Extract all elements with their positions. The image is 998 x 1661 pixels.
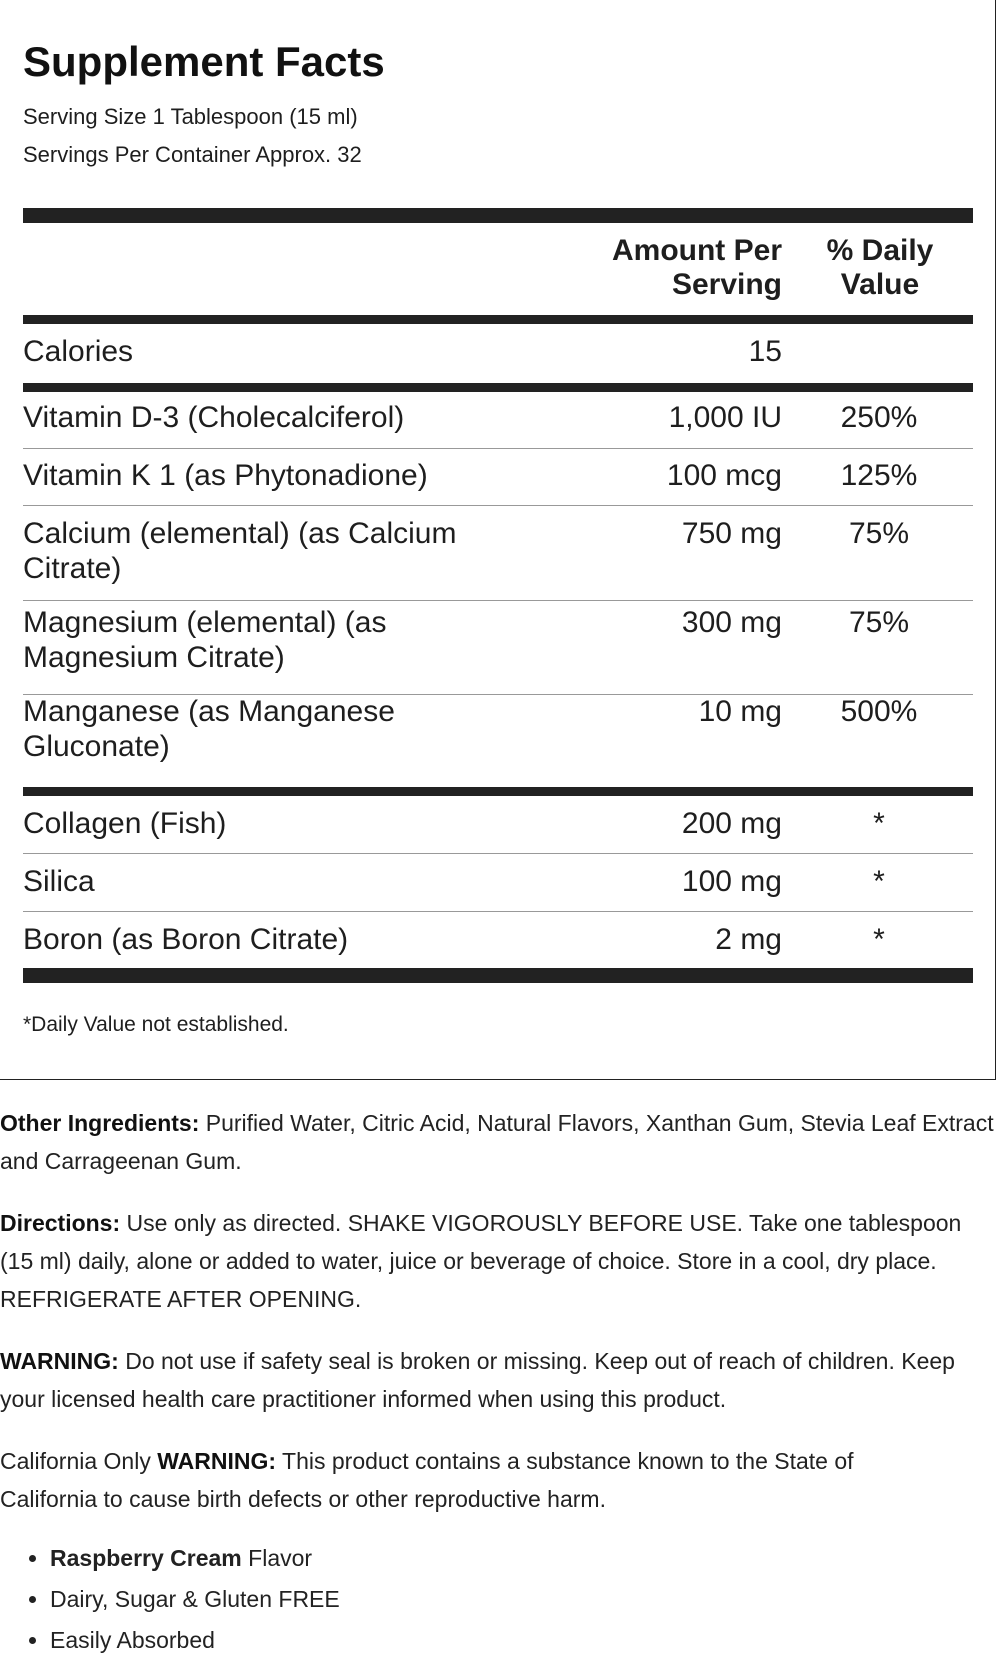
serving-size: Serving Size 1 Tablespoon (15 ml) <box>23 104 358 129</box>
other-ingredients: Other Ingredients: Purified Water, Citri… <box>0 1104 998 1180</box>
dv-header-line2: Value <box>840 268 920 301</box>
nutrient-name: Collagen (Fish) <box>23 806 226 841</box>
directions-text: Use only as directed. SHAKE VIGOROUSLY B… <box>0 1210 962 1312</box>
nutrient-name: Calcium (elemental) (as Calcium Citrate) <box>23 516 456 586</box>
divider <box>23 448 973 449</box>
nutrient-name: Vitamin K 1 (as Phytonadione) <box>23 458 428 493</box>
california-text: This product contains a substance known … <box>0 1448 854 1512</box>
divider <box>23 315 973 324</box>
amount-header-line2: Serving <box>671 268 782 301</box>
nutrient-name: Silica <box>23 864 95 899</box>
other-ingredients-text: Purified Water, Citric Acid, Natural Fla… <box>0 1110 994 1174</box>
nutrient-name-line1: Collagen (Fish) <box>23 807 227 840</box>
nutrient-name-line1: Vitamin D-3 (Cholecalciferol) <box>23 401 405 434</box>
directions: Directions: Use only as directed. SHAKE … <box>0 1204 998 1318</box>
amount-header-line1: Amount Per <box>611 234 782 267</box>
nutrient-name: Vitamin D-3 (Cholecalciferol) <box>23 400 404 435</box>
amount-header: Amount Per Serving <box>612 234 782 302</box>
footnote: *Daily Value not established. <box>23 1013 289 1036</box>
calories-amount: 15 <box>748 335 782 368</box>
california-label: WARNING: <box>157 1448 277 1474</box>
nutrient-daily-value: 75% <box>848 517 910 550</box>
nutrient-name: Manganese (as Manganese Gluconate) <box>23 694 395 764</box>
dv-header-line1: % Daily <box>826 234 934 267</box>
nutrient-name-line1: Boron (as Boron Citrate) <box>23 923 349 956</box>
nutrient-daily-value: 500% <box>840 695 918 728</box>
bullet-text: Flavor <box>241 1545 313 1571</box>
nutrient-name-line2: Magnesium Citrate) <box>23 641 285 674</box>
nutrient-amount: 300 mg <box>681 606 782 639</box>
list-item: Raspberry Cream Flavor <box>50 1538 340 1579</box>
dv-header: % Daily Value <box>812 234 948 302</box>
nutrient-name-line2: Citrate) <box>23 552 122 585</box>
nutrient-name-line1: Calcium (elemental) (as Calcium <box>23 517 457 550</box>
nutrient-name: Boron (as Boron Citrate) <box>23 922 348 957</box>
nutrient-amount: 100 mcg <box>666 459 782 492</box>
nutrient-name-line2: Gluconate) <box>23 730 170 763</box>
nutrient-daily-value: 75% <box>848 606 910 639</box>
supplement-facts-panel <box>0 0 996 1080</box>
warning: WARNING: Do not use if safety seal is br… <box>0 1342 998 1418</box>
panel-title: Supplement Facts <box>23 38 385 85</box>
divider <box>23 968 973 983</box>
nutrient-amount: 10 mg <box>698 695 782 728</box>
divider <box>23 787 973 796</box>
nutrient-amount: 2 mg <box>715 923 782 956</box>
directions-label: Directions: <box>0 1210 121 1236</box>
nutrient-name-line1: Vitamin K 1 (as Phytonadione) <box>23 459 428 492</box>
nutrient-amount: 100 mg <box>681 865 782 898</box>
divider <box>23 694 973 695</box>
nutrient-daily-value: * <box>873 865 885 898</box>
nutrient-amount: 750 mg <box>681 517 782 550</box>
divider <box>23 911 973 912</box>
california-warning: California Only WARNING: This product co… <box>0 1442 900 1518</box>
list-item: Easily Absorbed <box>50 1620 340 1661</box>
servings-per-container: Servings Per Container Approx. 32 <box>23 142 362 167</box>
nutrient-daily-value: 250% <box>840 401 918 434</box>
divider <box>23 505 973 506</box>
bullet-text: Dairy, Sugar & Gluten FREE <box>50 1586 340 1612</box>
warning-text: Do not use if safety seal is broken or m… <box>0 1348 955 1412</box>
nutrient-daily-value: 125% <box>840 459 918 492</box>
calories-label: Calories <box>23 335 134 368</box>
feature-list: Raspberry Cream Flavor Dairy, Sugar & Gl… <box>0 1538 340 1661</box>
list-item: Dairy, Sugar & Gluten FREE <box>50 1579 340 1620</box>
divider <box>23 853 973 854</box>
nutrient-name-line1: Magnesium (elemental) (as <box>23 606 387 639</box>
divider <box>23 383 973 392</box>
nutrient-amount: 200 mg <box>681 807 782 840</box>
divider <box>23 600 973 601</box>
other-ingredients-label: Other Ingredients: <box>0 1110 200 1136</box>
bullet-text: Easily Absorbed <box>50 1627 215 1653</box>
nutrient-daily-value: * <box>873 923 885 956</box>
nutrient-daily-value: * <box>873 807 885 840</box>
california-prefix: California Only <box>0 1448 158 1474</box>
nutrient-name: Magnesium (elemental) (as Magnesium Citra… <box>23 605 386 675</box>
bullet-bold: Raspberry Cream <box>50 1545 242 1571</box>
warning-label: WARNING: <box>0 1348 119 1374</box>
nutrient-name-line1: Manganese (as Manganese <box>23 695 395 728</box>
nutrient-name-line1: Silica <box>23 865 95 898</box>
nutrient-amount: 1,000 IU <box>668 401 782 434</box>
thick-divider <box>23 208 973 223</box>
